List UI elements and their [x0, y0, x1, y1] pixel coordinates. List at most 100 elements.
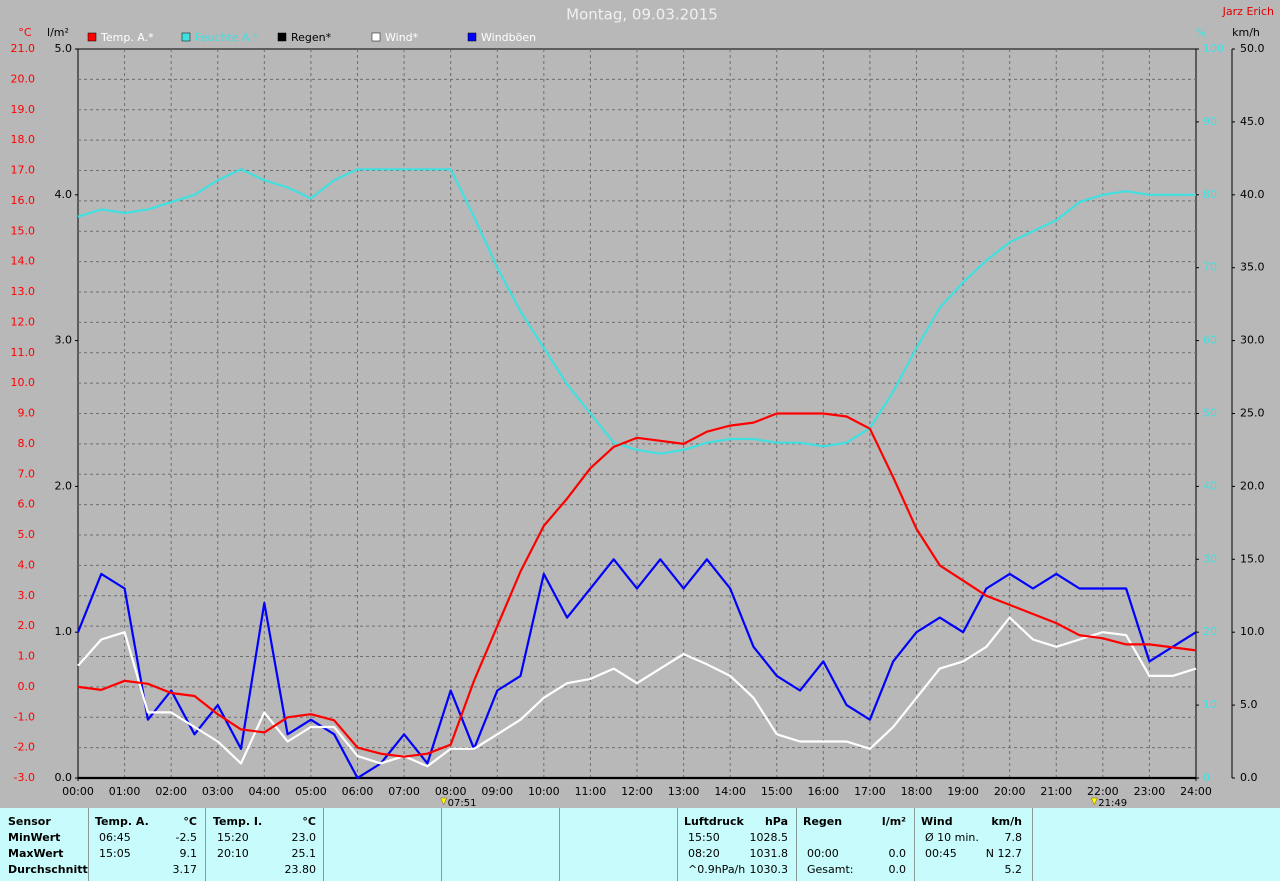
x-tick-label: 20:00	[994, 785, 1026, 798]
section-title: Temp. A.	[95, 815, 149, 828]
y-tick-label: 13.0	[11, 285, 36, 298]
stat-label: ^0.9hPa/h	[688, 863, 746, 876]
series-line	[77, 412, 1197, 758]
y2-axis-label: l/m²	[47, 26, 69, 39]
y3ticks-tick-label: 30	[1203, 552, 1217, 565]
y4ticks-tick-label: 50.0	[1240, 42, 1265, 55]
x-tick-label: 15:00	[761, 785, 793, 798]
x-tick-label: 11:00	[575, 785, 607, 798]
y4ticks-tick-label: 20.0	[1240, 479, 1265, 492]
y3ticks-tick-label: 100	[1203, 42, 1224, 55]
x-tick-label: 08:00	[435, 785, 467, 798]
x-tick-label: 04:00	[248, 785, 280, 798]
column-separator	[677, 808, 678, 881]
series-line	[77, 168, 1196, 455]
y-tick-label: 11.0	[11, 346, 36, 359]
x-tick-label: 24:00	[1180, 785, 1212, 798]
section-unit: km/h	[991, 815, 1022, 828]
y4-axis-label: km/h	[1232, 26, 1260, 39]
row-label: MaxWert	[8, 847, 64, 860]
stat-value: 7.8	[1004, 831, 1023, 844]
y2ticks-tick-label: 3.0	[55, 334, 73, 347]
x-tick-label: 01:00	[109, 785, 141, 798]
y-tick-label: 5.0	[18, 528, 36, 541]
x-tick-label: 18:00	[901, 785, 933, 798]
x-tick-label: 17:00	[854, 785, 886, 798]
y-tick-label: 8.0	[18, 437, 36, 450]
annotation-marker	[440, 797, 448, 806]
y4ticks-tick-label: 10.0	[1240, 625, 1265, 638]
stat-value: -2.5	[175, 831, 197, 844]
y4ticks-tick-label: 40.0	[1240, 188, 1265, 201]
x-tick-label: 07:00	[388, 785, 420, 798]
y-tick-label: 4.0	[18, 558, 36, 571]
stat-label: 00:45	[925, 847, 957, 860]
x-tick-label: 12:00	[621, 785, 653, 798]
x-tick-label: 16:00	[807, 785, 839, 798]
y-tick-label: 14.0	[11, 255, 36, 268]
y3ticks-tick-label: 10	[1203, 698, 1217, 711]
stat-value: 1030.3	[749, 863, 789, 876]
stat-value: 9.1	[179, 847, 198, 860]
y3ticks-tick-label: 0	[1203, 771, 1210, 784]
legend-label: Feuchte A.*	[195, 31, 259, 44]
y3ticks-tick-label: 40	[1203, 479, 1217, 492]
column-separator	[1032, 808, 1033, 881]
legend-swatch	[467, 32, 477, 42]
y-tick-label: 15.0	[11, 224, 36, 237]
column-separator	[88, 808, 89, 881]
stat-value: N 12.7	[985, 847, 1022, 860]
y-tick-label: 18.0	[11, 133, 36, 146]
x-tick-label: 09:00	[481, 785, 513, 798]
y-tick-label: 12.0	[11, 315, 36, 328]
section-unit: °C	[183, 815, 197, 828]
legend-swatch	[277, 32, 287, 42]
legend-swatch	[87, 32, 97, 42]
y3ticks-tick-label: 70	[1203, 261, 1217, 274]
row-label: Sensor	[8, 815, 51, 828]
y4ticks-tick-label: 35.0	[1240, 261, 1265, 274]
annotation-label: 07:51	[448, 798, 477, 808]
stat-value: 5.2	[1004, 863, 1023, 876]
stat-label: Ø 10 min.	[925, 831, 979, 844]
section-title: Wind	[921, 815, 953, 828]
y-tick-label: 2.0	[18, 619, 36, 632]
legend-label: Windböen	[481, 31, 536, 44]
y4ticks-tick-label: 25.0	[1240, 407, 1265, 420]
y-tick-label: 9.0	[18, 407, 36, 420]
series-line	[77, 616, 1197, 768]
stat-label: 00:00	[807, 847, 839, 860]
y4ticks-tick-label: 15.0	[1240, 552, 1265, 565]
y-tick-label: 6.0	[18, 498, 36, 511]
x-tick-label: 06:00	[342, 785, 374, 798]
section-title: Temp. I.	[213, 815, 263, 828]
row-label: Durchschnitt	[8, 863, 88, 876]
x-tick-label: 10:00	[528, 785, 560, 798]
x-tick-label: 00:00	[62, 785, 94, 798]
section-unit: °C	[302, 815, 316, 828]
y4ticks-tick-label: 5.0	[1240, 698, 1258, 711]
y4ticks-tick-label: 30.0	[1240, 334, 1265, 347]
stat-label: 08:20	[688, 847, 720, 860]
author: Jarz Erich	[1222, 5, 1274, 18]
y2ticks-tick-label: 5.0	[55, 42, 73, 55]
y-tick-label: 21.0	[11, 42, 36, 55]
column-separator	[323, 808, 324, 881]
y-tick-label: 16.0	[11, 194, 36, 207]
legend-label: Wind*	[385, 31, 419, 44]
y-tick-label: 10.0	[11, 376, 36, 389]
stat-value: 25.1	[291, 847, 317, 860]
x-tick-label: 22:00	[1087, 785, 1119, 798]
y-tick-label: 20.0	[11, 72, 36, 85]
y3ticks-tick-label: 50	[1203, 407, 1217, 420]
stat-value: 1028.5	[749, 831, 789, 844]
column-separator	[441, 808, 442, 881]
column-separator	[796, 808, 797, 881]
stat-value: 23.80	[284, 863, 317, 876]
x-tick-label: 19:00	[947, 785, 979, 798]
y-tick-label: 1.0	[18, 650, 36, 663]
section-title: Regen	[803, 815, 843, 828]
stat-label: 20:10	[217, 847, 249, 860]
x-tick-label: 23:00	[1134, 785, 1166, 798]
